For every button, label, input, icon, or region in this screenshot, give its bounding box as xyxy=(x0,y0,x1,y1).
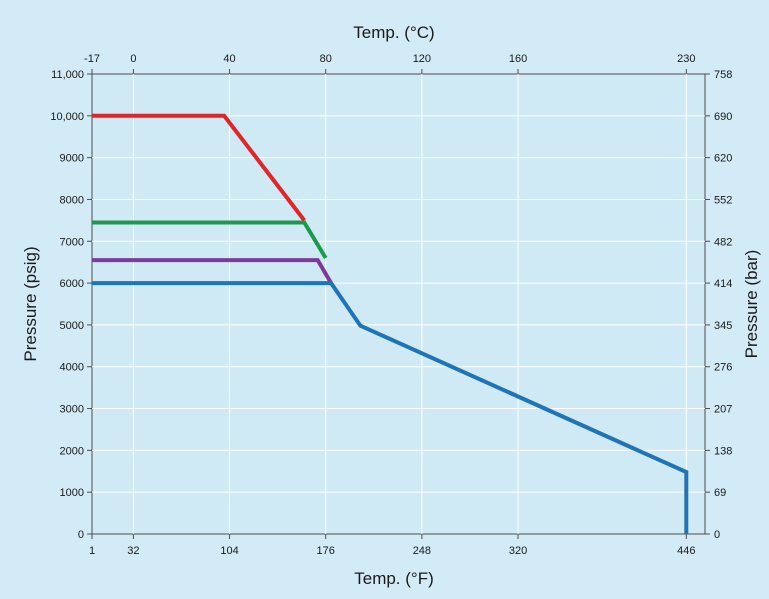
x-tick-label-top: 230 xyxy=(677,53,695,65)
y-tick-label-right: 276 xyxy=(714,362,732,374)
y-tick-label-left: 2000 xyxy=(60,445,84,457)
x-tick-label-top: 0 xyxy=(130,53,136,65)
y-tick-label-right: 620 xyxy=(714,153,732,165)
y-tick-label-left: 1000 xyxy=(60,487,84,499)
y-tick-label-right: 552 xyxy=(714,194,732,206)
series-line-3 xyxy=(92,258,333,285)
y-tick-label-right: 758 xyxy=(714,69,732,81)
x-tick-label-top: 160 xyxy=(509,53,527,65)
y-tick-label-left: 7000 xyxy=(60,236,84,248)
y-tick-label-right: 138 xyxy=(714,445,732,457)
y-tick-label-left: 10,000 xyxy=(50,111,84,123)
x-axis-title-bottom: Temp. (°F) xyxy=(354,569,434,588)
x-tick-label-bottom: 248 xyxy=(413,545,431,557)
x-tick-label-top: 120 xyxy=(413,53,431,65)
y-tick-label-left: 0 xyxy=(78,529,84,541)
y-tick-label-left: 3000 xyxy=(60,404,84,416)
series-line-2 xyxy=(92,220,328,260)
y-axis-title-left: Pressure (psig) xyxy=(21,246,40,361)
y-axis-title-right: Pressure (bar) xyxy=(742,250,761,359)
x-tick-label-bottom: 176 xyxy=(317,545,335,557)
x-tick-label-bottom: 446 xyxy=(677,545,695,557)
y-tick-label-right: 345 xyxy=(714,320,732,332)
series-line-4 xyxy=(92,281,689,534)
y-tick-label-left: 9000 xyxy=(60,153,84,165)
x-axis-title-top: Temp. (°C) xyxy=(353,23,434,42)
x-tick-label-top: 40 xyxy=(223,53,235,65)
y-tick-label-right: 207 xyxy=(714,404,732,416)
x-tick-label-top: -17 xyxy=(84,53,100,65)
y-tick-label-left: 5000 xyxy=(60,320,84,332)
x-tick-label-bottom: 1 xyxy=(89,545,95,557)
series-line-1 xyxy=(92,113,306,222)
y-tick-label-left: 4000 xyxy=(60,362,84,374)
y-tick-label-right: 690 xyxy=(714,111,732,123)
y-tick-label-right: 69 xyxy=(714,487,726,499)
y-tick-label-left: 6000 xyxy=(60,278,84,290)
y-tick-label-right: 0 xyxy=(714,529,720,541)
y-tick-label-right: 482 xyxy=(714,236,732,248)
x-tick-label-bottom: 32 xyxy=(127,545,139,557)
x-tick-label-bottom: 104 xyxy=(220,545,238,557)
y-tick-label-right: 414 xyxy=(714,278,732,290)
x-tick-label-bottom: 320 xyxy=(509,545,527,557)
data-series xyxy=(92,113,689,534)
plot-area xyxy=(91,73,706,535)
x-tick-label-top: 80 xyxy=(320,53,332,65)
y-tick-label-left: 8000 xyxy=(60,194,84,206)
y-tick-label-left: 11,000 xyxy=(51,69,84,81)
tick-labels: 010002000300040005000600070008000900010,… xyxy=(50,53,732,557)
